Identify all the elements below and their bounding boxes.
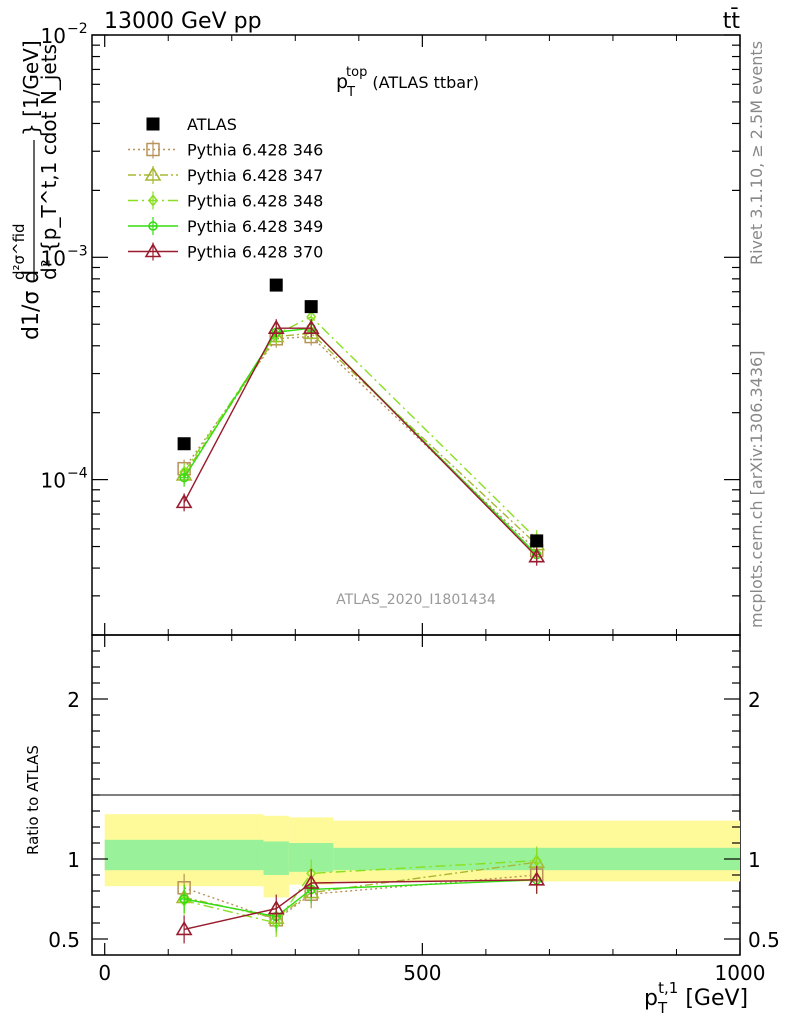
ratio-line-3 <box>183 879 537 918</box>
x-tick-label: 1000 <box>715 961 766 985</box>
analysis-label: ATLAS_2020_I1801434 <box>336 592 496 608</box>
y-axis-label: d1/σ d d²σ^fid d² {p_T^t,1 cdot N_jets }… <box>10 40 61 340</box>
series-line-3 <box>183 327 538 556</box>
atlas-data-point <box>269 278 283 292</box>
y-tick-label: 10 <box>41 24 66 48</box>
series-line-4 <box>183 327 538 558</box>
legend-label-atlas: ATLAS <box>187 115 237 134</box>
y-axis-label-numerator: d²σ^fid <box>10 223 28 280</box>
series-point-4 <box>175 493 193 509</box>
legend-label-1: Pythia 6.428 347 <box>187 166 323 185</box>
legend-label-0: Pythia 6.428 346 <box>187 141 323 160</box>
x-tick-label: 0 <box>98 961 111 985</box>
legend: ATLAS Pythia 6.428 346 Pythia 6.428 347 Pyt… <box>128 115 323 262</box>
plot-title-sup: top <box>346 65 367 80</box>
ratio-line-1 <box>183 861 537 919</box>
series-line-0 <box>183 335 538 551</box>
series-point-4 <box>528 548 546 563</box>
legend-label-4: Pythia 6.428 370 <box>187 243 323 262</box>
header-process: tt̄ <box>723 8 741 34</box>
ratio-line-4 <box>183 879 537 931</box>
ratio-y-tick-label: 2 <box>67 688 80 712</box>
ratio-point-4 <box>528 871 546 886</box>
mcplots-label: mcplots.cern.ch [arXiv:1306.3436] <box>747 351 766 628</box>
atlas-data-point <box>304 300 318 314</box>
ratio-band-inner-1 <box>263 841 289 875</box>
y-tick-label-exponent: −4 <box>67 466 88 482</box>
x-tick-label: 500 <box>403 961 441 985</box>
y-tick-label-exponent: −3 <box>67 243 88 259</box>
legend-marker-atlas <box>146 117 160 131</box>
series-point-4 <box>267 319 285 334</box>
y-tick-label: 10 <box>41 469 66 493</box>
header-energy: 13000 GeV pp <box>104 9 262 34</box>
ratio-point-4 <box>267 900 285 915</box>
plot-title: pTtop (ATLAS ttbar) <box>336 65 479 100</box>
ratio-point-4 <box>302 874 320 889</box>
ratio-y-tick-label-right: 2 <box>748 688 761 712</box>
y-axis-label-units: } [1/GeV] <box>19 40 43 136</box>
x-axis-label: pTt,1 [GeV] <box>644 979 748 1017</box>
ratio-series <box>175 846 546 944</box>
plot-title-suffix: (ATLAS ttbar) <box>367 73 479 92</box>
main-series <box>175 278 546 566</box>
ratio-y-axis-label: Ratio to ATLAS <box>24 745 42 855</box>
series-point-4 <box>302 319 320 334</box>
legend-label-3: Pythia 6.428 349 <box>187 217 323 236</box>
x-axis-label-suffix: [GeV] <box>678 986 748 1011</box>
x-axis-label-sub: T <box>657 999 668 1017</box>
series-line-1 <box>183 332 538 546</box>
legend-marker-4 <box>144 242 162 258</box>
y-tick-label: 10 <box>41 246 66 270</box>
x-axis-label-base: p <box>644 986 658 1011</box>
ratio-line-2 <box>183 859 537 924</box>
ratio-y-tick-label: 1 <box>67 848 80 872</box>
ratio-point-4 <box>175 920 193 936</box>
ratio-band-inner-0 <box>104 839 264 871</box>
ratio-y-tick-label-right: 0.5 <box>748 928 780 952</box>
atlas-data-point <box>177 437 191 451</box>
legend-marker-0 <box>146 142 160 157</box>
ratio-point-2 <box>531 854 542 867</box>
y-axis-label-prefix: d1/σ d <box>19 270 44 340</box>
ratio-y-tick-label: 0.5 <box>48 928 80 952</box>
legend-label-2: Pythia 6.428 348 <box>187 192 323 211</box>
legend-marker-2 <box>148 194 158 207</box>
plot-title-base: p <box>336 71 348 93</box>
y-tick-label-exponent: −2 <box>67 21 88 37</box>
ratio-y-tick-label-right: 1 <box>748 848 761 872</box>
x-axis-label-sup: t,1 <box>658 979 678 997</box>
plot-title-sub: T <box>346 85 355 100</box>
series-line-2 <box>183 315 538 540</box>
ratio-bands <box>104 814 740 898</box>
legend-marker-1 <box>144 166 162 181</box>
rivet-label: Rivet 3.1.10, ≥ 2.5M events <box>747 41 766 265</box>
atlas-data-point <box>530 534 544 548</box>
y-axis-label-denominator: d² {p_T^t,1 cdot N_jets <box>37 44 61 280</box>
